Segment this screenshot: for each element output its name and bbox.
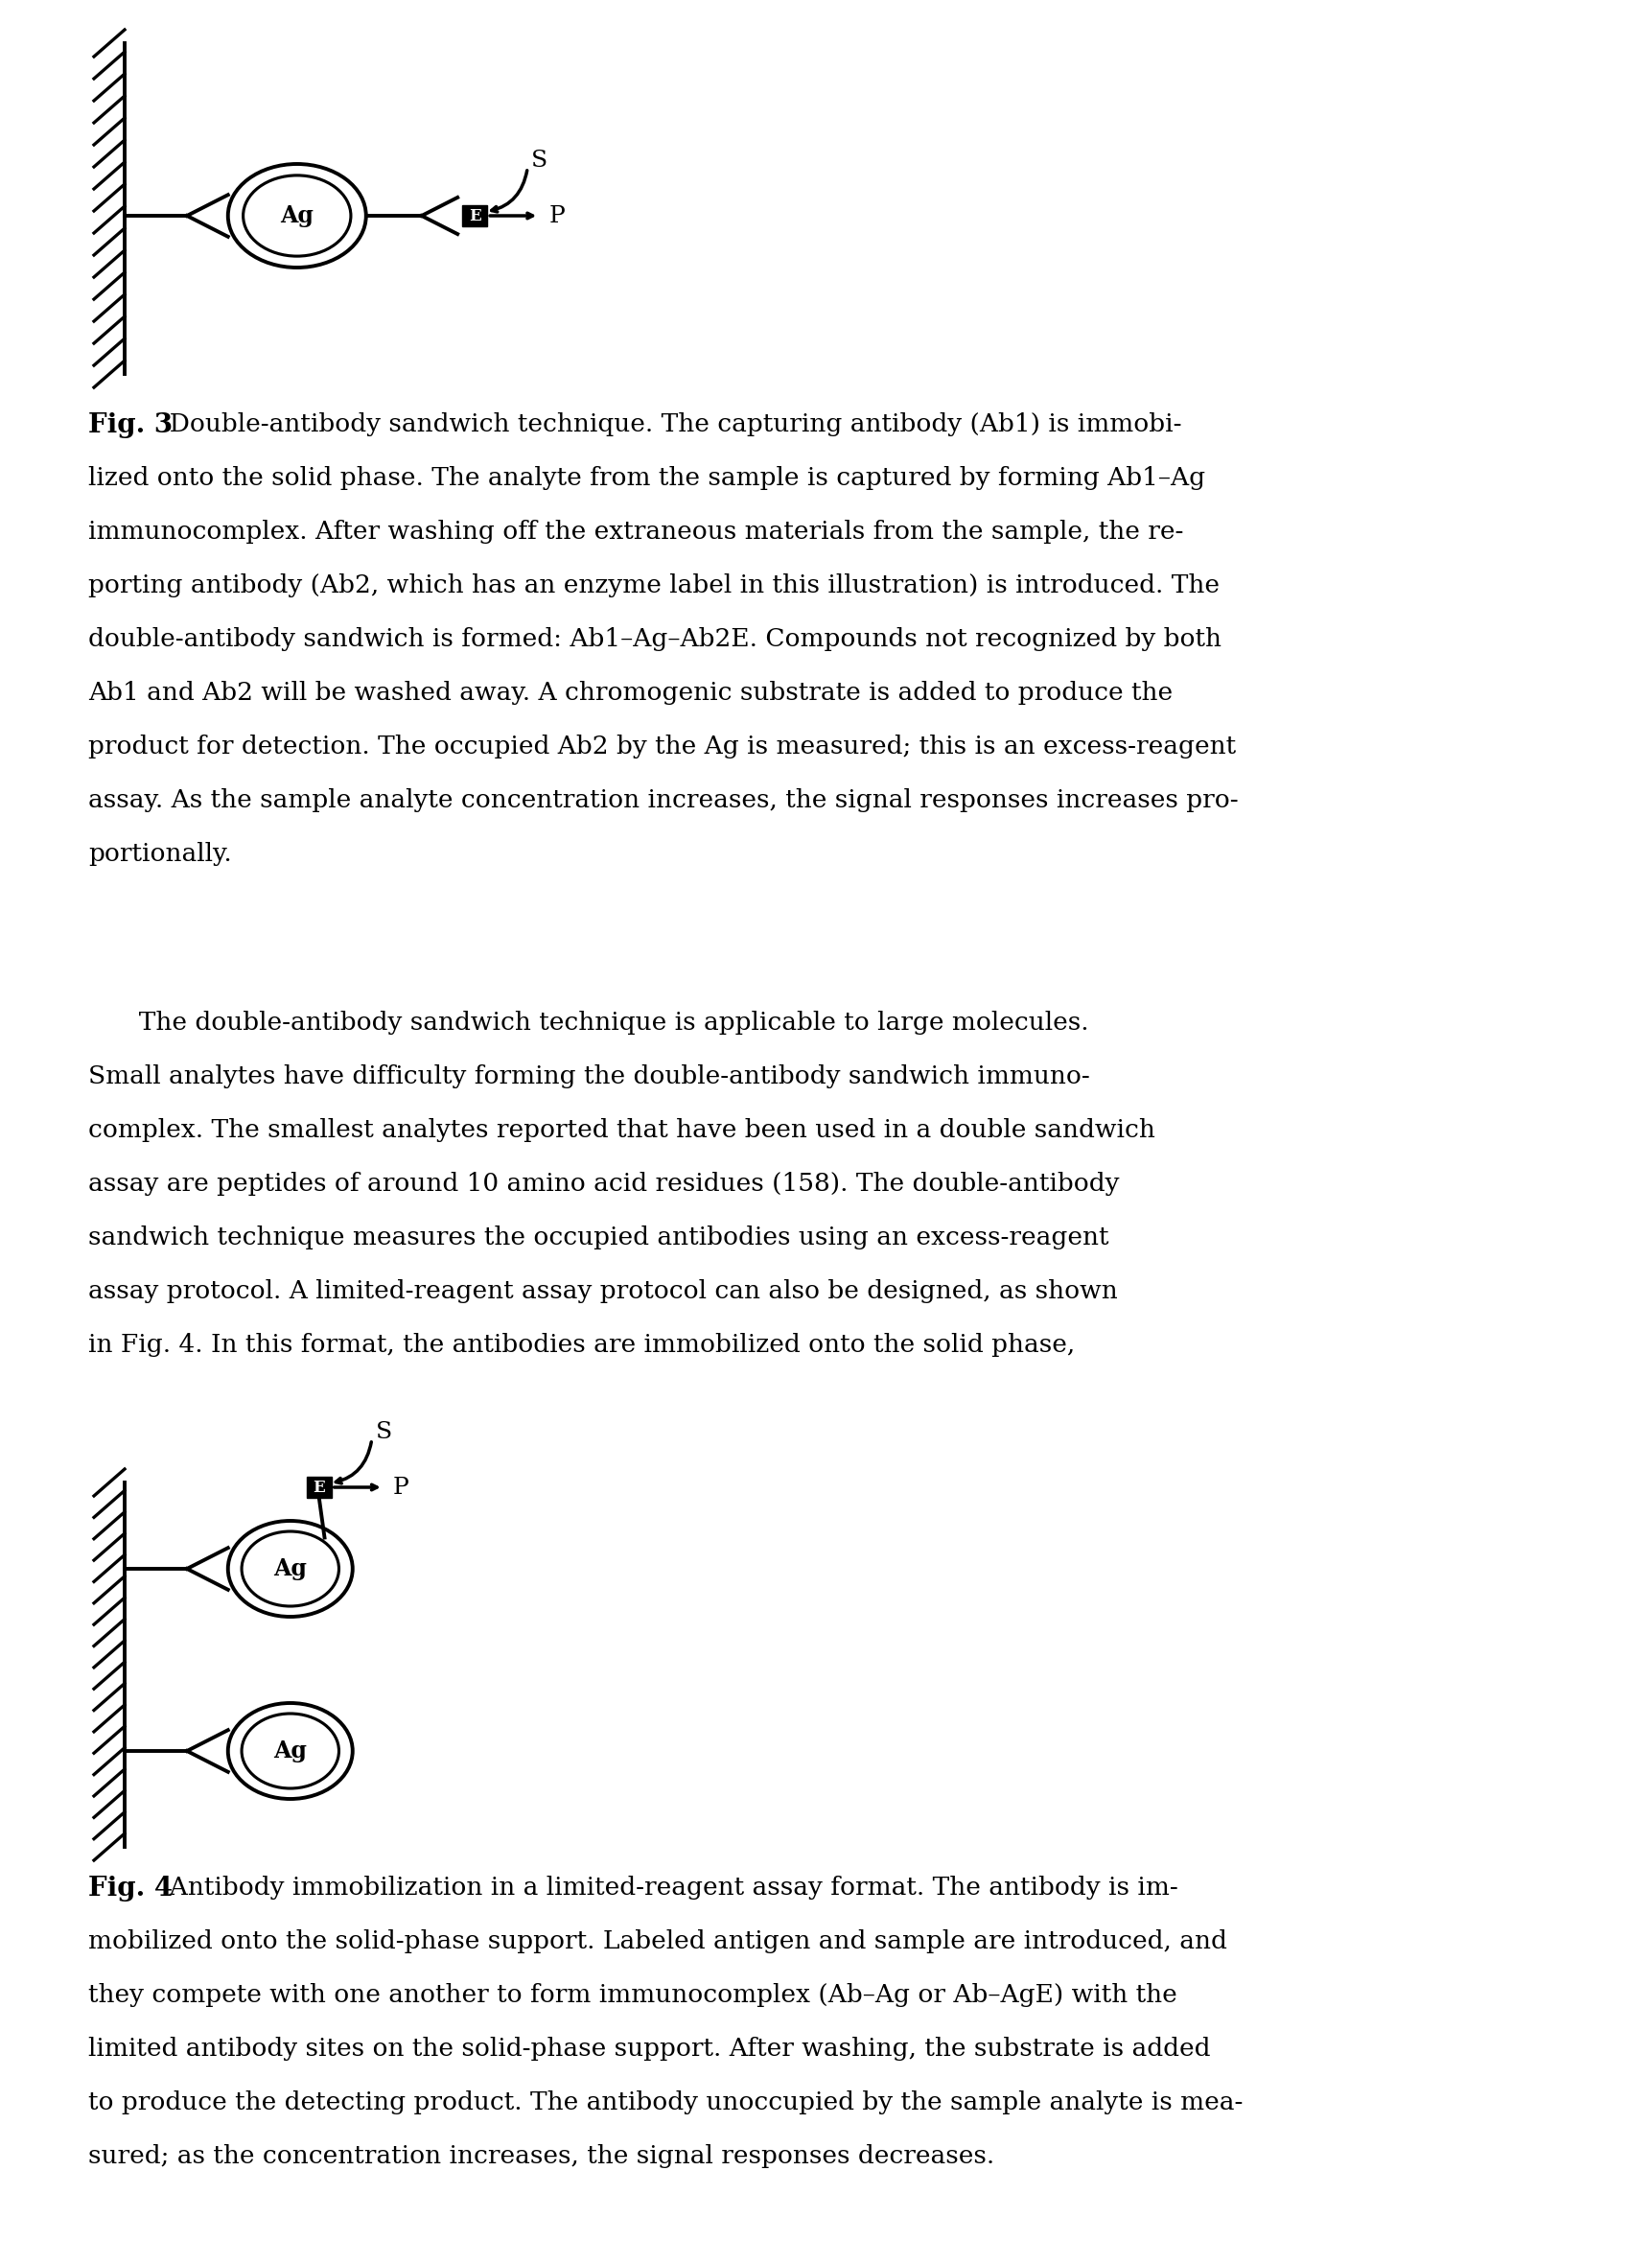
Text: sured; as the concentration increases, the signal responses decreases.: sured; as the concentration increases, t… [88,2144,995,2169]
Text: Fig. 4: Fig. 4 [88,1875,172,1902]
Text: immunocomplex. After washing off the extraneous materials from the sample, the r: immunocomplex. After washing off the ext… [88,521,1183,543]
Text: E: E [312,1478,325,1497]
Text: Ag: Ag [274,1558,307,1580]
Text: lized onto the solid phase. The analyte from the sample is captured by forming A: lized onto the solid phase. The analyte … [88,466,1204,489]
Text: limited antibody sites on the solid-phase support. After washing, the substrate : limited antibody sites on the solid-phas… [88,2038,1209,2060]
Bar [306,1476,332,1499]
Text: Ab1 and Ab2 will be washed away. A chromogenic substrate is added to produce the: Ab1 and Ab2 will be washed away. A chrom… [88,681,1171,704]
Text: to produce the detecting product. The antibody unoccupied by the sample analyte : to produce the detecting product. The an… [88,2090,1242,2115]
Text: Antibody immobilization in a limited-reagent assay format. The antibody is im-: Antibody immobilization in a limited-rea… [154,1875,1178,1899]
Text: product for detection. The occupied Ab2 by the Ag is measured; this is an excess: product for detection. The occupied Ab2 … [88,734,1236,758]
Text: S: S [375,1422,392,1444]
Text: Ag: Ag [274,1739,307,1761]
Text: assay protocol. A limited-reagent assay protocol can also be designed, as shown: assay protocol. A limited-reagent assay … [88,1279,1117,1304]
Text: complex. The smallest analytes reported that have been used in a double sandwich: complex. The smallest analytes reported … [88,1118,1155,1141]
Text: portionally.: portionally. [88,842,231,865]
Text: mobilized onto the solid-phase support. Labeled antigen and sample are introduce: mobilized onto the solid-phase support. … [88,1929,1226,1954]
Text: Double-antibody sandwich technique. The capturing antibody (Ab1) is immobi-: Double-antibody sandwich technique. The … [154,412,1181,437]
Text: porting antibody (Ab2, which has an enzyme label in this illustration) is introd: porting antibody (Ab2, which has an enzy… [88,573,1219,598]
Text: Fig. 3: Fig. 3 [88,412,172,439]
Text: S: S [530,149,547,172]
Text: assay. As the sample analyte concentration increases, the signal responses incre: assay. As the sample analyte concentrati… [88,788,1237,813]
Text: P: P [548,204,565,226]
Text: Ag: Ag [281,204,314,226]
Text: E: E [469,208,481,224]
Bar [463,206,487,226]
Text: sandwich technique measures the occupied antibodies using an excess-reagent: sandwich technique measures the occupied… [88,1225,1108,1250]
Text: they compete with one another to form immunocomplex (Ab–Ag or Ab–AgE) with the: they compete with one another to form im… [88,1983,1176,2006]
Text: in Fig. 4. In this format, the antibodies are immobilized onto the solid phase,: in Fig. 4. In this format, the antibodie… [88,1333,1074,1356]
Text: The double-antibody sandwich technique is applicable to large molecules.: The double-antibody sandwich technique i… [88,1010,1089,1035]
Text: P: P [393,1476,408,1499]
Text: double-antibody sandwich is formed: Ab1–Ag–Ab2E. Compounds not recognized by bot: double-antibody sandwich is formed: Ab1–… [88,627,1221,652]
Text: Small analytes have difficulty forming the double-antibody sandwich immuno-: Small analytes have difficulty forming t… [88,1064,1089,1089]
Text: assay are peptides of around 10 amino acid residues (158). The double-antibody: assay are peptides of around 10 amino ac… [88,1173,1118,1195]
